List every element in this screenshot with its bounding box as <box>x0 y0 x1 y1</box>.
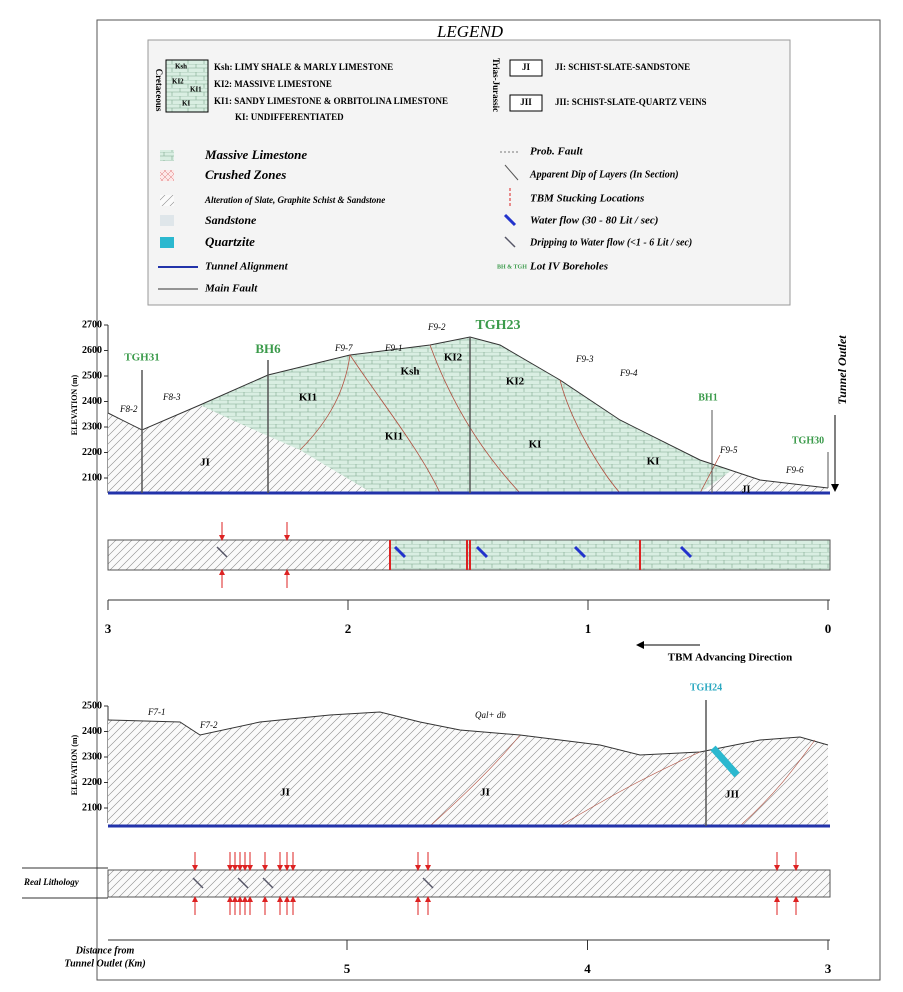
label: JI: SCHIST-SLATE-SANDSTONE <box>555 62 690 72</box>
label: TGH24 <box>690 682 722 693</box>
label: Ksh <box>401 366 420 378</box>
x-tick-label: 4 <box>584 961 591 976</box>
label: F7-1 <box>147 707 166 717</box>
y-tick-label: 2200 <box>82 447 102 458</box>
shape: 2700 2600 2500 2400 2300 2200 2100 <box>82 319 108 493</box>
label: F8-3 <box>162 392 181 402</box>
label: F9-6 <box>785 465 804 475</box>
label: JI <box>280 787 290 799</box>
label: F7-2 <box>199 720 218 730</box>
label: Crushed Zones <box>205 167 286 182</box>
shape: 2500 2400 2300 2200 2100 <box>82 700 108 823</box>
label: Tunnel Outlet <box>835 335 849 405</box>
label: BH & TGH <box>497 264 527 270</box>
label: JII: SCHIST-SLATE-QUARTZ VEINS <box>555 97 707 107</box>
label: Ksh: LIMY SHALE & MARLY LIMESTONE <box>214 62 393 72</box>
label: Main Fault <box>204 283 258 295</box>
label: KI <box>647 456 660 468</box>
y-tick-label: 2300 <box>82 421 102 432</box>
y-tick-label: 2200 <box>82 777 102 788</box>
shape <box>470 337 732 493</box>
shape <box>160 215 174 226</box>
label: JII <box>520 97 532 107</box>
label: KI1: SANDY LIMESTONE & ORBITOLINA LIMEST… <box>214 96 448 106</box>
label: KI1 <box>299 392 317 404</box>
label: Alteration of Slate, Graphite Schist & S… <box>204 195 385 205</box>
label: Distance from <box>75 945 135 956</box>
y-tick-label: 2700 <box>82 319 102 330</box>
label: KI2 <box>506 376 525 388</box>
label: BH1 <box>698 392 717 403</box>
label: Cretaceous <box>154 69 164 112</box>
label: JI <box>480 787 490 799</box>
label: F9-2 <box>427 322 446 332</box>
label: Dripping to Water flow (<1 - 6 Lit / sec… <box>529 237 692 248</box>
label: TGH23 <box>475 318 520 333</box>
label: TBM Advancing Direction <box>668 652 792 664</box>
label: Massive Limestone <box>204 147 307 162</box>
y-tick-label: 2300 <box>82 751 102 762</box>
label: KI2: MASSIVE LIMESTONE <box>214 79 332 89</box>
label: F9-7 <box>334 343 353 353</box>
y-tick-label: 2100 <box>82 472 102 483</box>
y-tick-label: 2500 <box>82 370 102 381</box>
label: Lot IV Boreholes <box>529 261 608 273</box>
label: KI2 <box>172 78 184 86</box>
shape <box>108 540 390 570</box>
x-tick-label: 3 <box>825 961 832 976</box>
x-tick-label: 5 <box>344 961 351 976</box>
label: F9-1 <box>384 343 403 353</box>
shape <box>390 540 830 570</box>
shape <box>108 870 830 897</box>
shape: 3 2 1 0 <box>105 600 832 636</box>
x-tick-label: 2 <box>345 621 352 636</box>
shape <box>160 170 174 181</box>
label: KI2 <box>444 352 463 364</box>
label: ELEVATION (m) <box>70 734 79 795</box>
label: TBM Stucking Locations <box>530 193 644 205</box>
x-tick-label: 1 <box>585 621 592 636</box>
label: F9-4 <box>619 368 638 378</box>
label: Water flow (30 - 80 Lit / sec) <box>530 215 658 227</box>
label: JII <box>725 789 739 801</box>
shape <box>160 237 174 248</box>
label: Real Lithology <box>23 877 80 887</box>
shape <box>160 195 174 206</box>
label: LEGEND <box>436 22 504 41</box>
label: Quartzite <box>205 234 255 249</box>
y-tick-label: 2600 <box>82 345 102 356</box>
y-tick-label: 2400 <box>82 726 102 737</box>
y-tick-label: 2100 <box>82 802 102 813</box>
geological-section: LEGEND Cretaceous Ksh KI2 KI1 KI Ksh: LI… <box>0 0 903 987</box>
label: JI <box>522 62 531 72</box>
y-tick-label: 2400 <box>82 396 102 407</box>
label: Prob. Fault <box>530 146 584 158</box>
label: KI <box>529 439 542 451</box>
label: JI <box>742 484 751 495</box>
label: Trias-Jurassic <box>491 58 501 112</box>
label: TGH31 <box>124 352 159 364</box>
label: F9-3 <box>575 354 594 364</box>
label: Qal+ db <box>475 710 506 720</box>
x-tick-label: 0 <box>825 621 832 636</box>
label: BH6 <box>255 341 281 356</box>
label: Tunnel Outlet (Km) <box>64 958 145 969</box>
label: TGH30 <box>792 435 824 446</box>
label: F8-2 <box>119 404 138 414</box>
label: Sandstone <box>205 213 257 227</box>
x-tick-label: 3 <box>105 621 112 636</box>
y-tick-label: 2500 <box>82 700 102 711</box>
shape <box>160 150 174 161</box>
label: JI <box>200 457 210 469</box>
shape: 5 4 3 <box>344 940 832 976</box>
label: Apparent Dip of Layers (In Section) <box>529 169 679 180</box>
label: KI <box>182 100 190 108</box>
label: F9-5 <box>719 445 738 455</box>
label: KI1 <box>385 431 403 443</box>
label: KI: UNDIFFERENTIATED <box>235 112 344 122</box>
label: ELEVATION (m) <box>70 374 79 435</box>
label: Tunnel Alignment <box>205 261 289 273</box>
label: Ksh <box>175 63 187 71</box>
label: KI1 <box>190 86 202 94</box>
